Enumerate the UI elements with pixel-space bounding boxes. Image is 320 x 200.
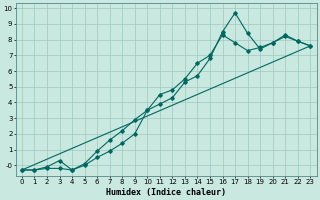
X-axis label: Humidex (Indice chaleur): Humidex (Indice chaleur) — [106, 188, 226, 197]
